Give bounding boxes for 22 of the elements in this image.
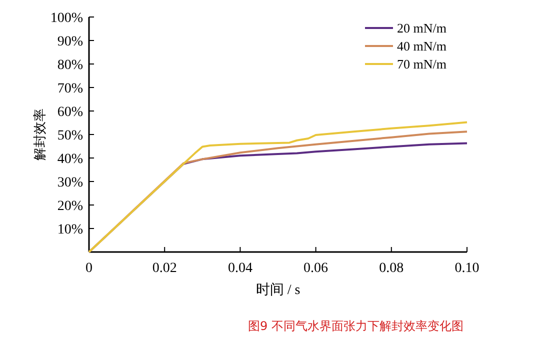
y-axis-title: 解封效率 [32,108,47,160]
legend-label: 70 mN/m [397,56,446,72]
legend-label: 20 mN/m [397,20,446,36]
y-tick-label: 70% [57,81,84,96]
y-tick-label: 60% [57,104,84,120]
y-tick-label: 40% [57,152,84,167]
y-tick-label: 90% [57,34,84,50]
y-tick-label: 10% [57,222,84,238]
x-axis-title: 时间 / s [256,282,300,298]
x-tick-label: 0.06 [304,261,328,276]
x-tick-label: 0.10 [454,261,480,276]
y-tick-label: 80% [57,58,84,73]
y-tick-label: 30% [57,175,84,190]
x-tick-label: 0 [86,261,92,276]
legend-label: 40 mN/m [397,38,446,54]
x-tick-label: 0.02 [152,261,177,276]
caption: 图9 不同气水界面张力下解封效率变化图 [248,319,464,333]
y-tick-label: 100% [50,10,84,26]
y-tick-label: 20% [57,198,84,214]
y-tick-label: 50% [57,128,84,144]
x-tick-label: 0.04 [228,261,252,276]
x-tick-label: 0.08 [379,261,404,276]
